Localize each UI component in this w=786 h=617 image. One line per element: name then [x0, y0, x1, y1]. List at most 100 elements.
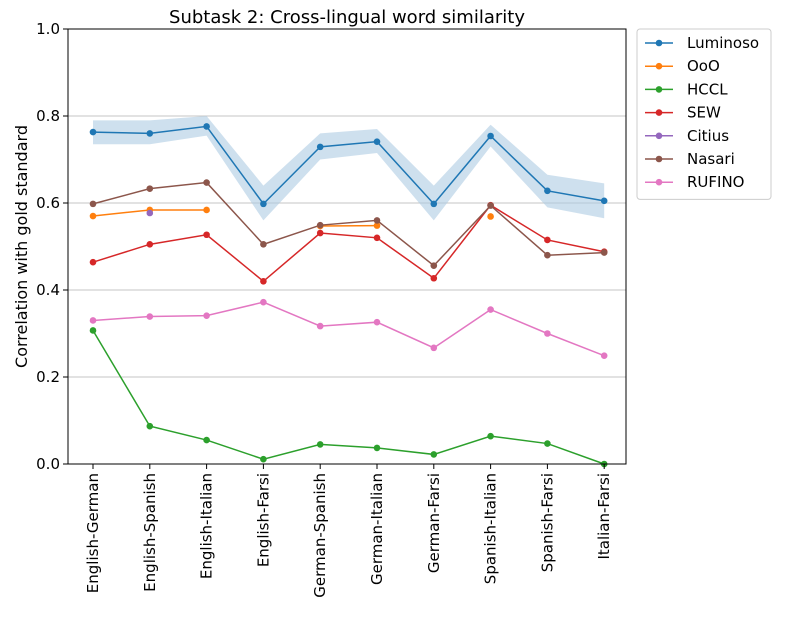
data-point-rufino: [146, 313, 154, 320]
legend-marker: [655, 132, 663, 140]
data-point-sew: [316, 229, 324, 237]
data-point-rufino: [544, 330, 551, 337]
y-tick-label: 0.4: [36, 281, 60, 299]
legend-label: Nasari: [687, 150, 735, 168]
legend-label: Citius: [687, 127, 729, 145]
data-point-ooo: [203, 206, 210, 214]
legend-marker: [655, 62, 663, 70]
data-point-nasari: [487, 202, 494, 209]
data-point-sew: [146, 241, 154, 248]
legend: Luminoso OoO HCCL SEW Citius Nasari RUFINO: [636, 28, 772, 200]
legend-marker: [655, 109, 663, 116]
data-point-nasari: [203, 179, 210, 186]
chart-title: Subtask 2: Cross-lingual word similarity: [169, 7, 525, 28]
x-axis-ticks: English-German English-Spanish English-Ita…: [84, 464, 613, 598]
data-point-hccl: [487, 432, 494, 440]
series-line-sew: [92, 204, 605, 283]
y-axis-title: Correlation with gold standard: [12, 125, 31, 368]
data-point-nasari: [544, 251, 551, 259]
legend-label: HCCL: [687, 80, 728, 98]
data-point-nasari: [146, 185, 154, 192]
legend-marker: [655, 155, 663, 163]
data-point-citius: [146, 209, 154, 217]
legend-label: SEW: [687, 104, 721, 122]
legend-marker: [655, 178, 663, 186]
series-line-nasari: [92, 181, 605, 267]
data-point-sew: [430, 274, 438, 282]
x-tick-label: Italian-Farsi: [595, 473, 613, 560]
data-point-hccl: [430, 451, 438, 458]
x-tick-label: English-Italian: [198, 473, 216, 579]
data-point-rufino: [430, 344, 438, 352]
data-point-sew: [89, 258, 97, 266]
confidence-band: [93, 116, 605, 221]
data-point-luminoso: [544, 187, 551, 195]
data-point-luminoso: [203, 123, 210, 130]
data-point-rufino: [373, 318, 381, 326]
series-lines: [92, 125, 605, 465]
data-point-ooo: [89, 212, 97, 220]
series-points: [89, 123, 608, 468]
luminoso-band: [93, 116, 605, 221]
data-point-sew: [373, 234, 381, 242]
series-line-luminoso: [92, 125, 605, 206]
data-point-hccl: [146, 422, 154, 430]
legend-box: [636, 28, 772, 200]
data-point-rufino: [600, 352, 608, 359]
data-point-nasari: [373, 217, 381, 224]
data-point-sew: [260, 278, 267, 285]
x-tick-label: Spanish-Italian: [482, 473, 500, 584]
data-point-luminoso: [430, 200, 438, 208]
data-point-rufino: [316, 322, 324, 330]
x-tick-label: German-Farsi: [425, 473, 443, 573]
x-tick-label: English-Spanish: [141, 473, 159, 592]
x-tick-label: German-Spanish: [311, 473, 329, 598]
legend-marker: [655, 86, 663, 93]
series-line-hccl: [92, 330, 605, 465]
data-point-hccl: [89, 327, 97, 334]
x-tick-label: English-Farsi: [254, 473, 272, 567]
data-point-luminoso: [146, 130, 154, 137]
data-point-nasari: [600, 249, 608, 256]
legend-marker: [655, 39, 663, 47]
data-point-luminoso: [487, 132, 494, 140]
grid-lines: [68, 115, 626, 378]
data-point-nasari: [430, 262, 438, 269]
data-point-hccl: [316, 441, 324, 448]
data-point-luminoso: [260, 200, 267, 208]
data-point-luminoso: [89, 128, 97, 136]
data-point-rufino: [89, 317, 97, 324]
y-tick-label: 0.8: [36, 107, 60, 125]
data-point-rufino: [260, 298, 267, 306]
data-point-nasari: [260, 241, 267, 248]
y-tick-label: 0.2: [36, 368, 60, 386]
y-tick-label: 0.6: [36, 194, 60, 212]
x-tick-label: German-Italian: [368, 473, 386, 585]
data-point-hccl: [260, 455, 267, 463]
legend-label: OoO: [687, 57, 720, 75]
data-point-rufino: [203, 312, 210, 319]
data-point-nasari: [89, 200, 97, 208]
data-point-sew: [203, 231, 210, 239]
y-tick-label: 1.0: [36, 20, 60, 38]
plot-frame: [67, 28, 627, 465]
series-line-rufino: [92, 301, 605, 357]
data-point-sew: [544, 236, 551, 244]
data-point-luminoso: [600, 197, 608, 205]
x-tick-label: Spanish-Farsi: [538, 473, 556, 572]
data-point-hccl: [544, 440, 551, 447]
data-point-rufino: [487, 306, 494, 313]
data-point-hccl: [203, 436, 210, 444]
y-axis-ticks: 0.0 0.2 0.4 0.6 0.8 1.0: [36, 20, 68, 473]
data-point-hccl: [373, 444, 381, 452]
x-tick-label: English-German: [84, 473, 102, 593]
data-point-ooo: [487, 213, 494, 220]
data-point-nasari: [316, 221, 324, 229]
legend-label: RUFINO: [687, 173, 744, 191]
data-point-ooo: [373, 222, 381, 229]
data-point-luminoso: [316, 143, 324, 151]
data-point-luminoso: [373, 138, 381, 145]
legend-label: Luminoso: [687, 34, 759, 52]
y-tick-label: 0.0: [36, 455, 60, 473]
